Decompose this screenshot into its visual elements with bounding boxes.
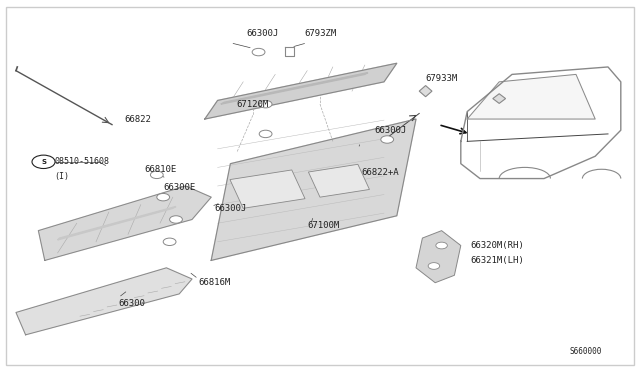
- Bar: [230, 170, 305, 208]
- Polygon shape: [416, 231, 461, 283]
- Circle shape: [436, 242, 447, 249]
- Circle shape: [428, 263, 440, 269]
- Text: 66321M(LH): 66321M(LH): [470, 256, 524, 265]
- Text: 67100M: 67100M: [307, 221, 339, 230]
- Bar: [308, 164, 369, 197]
- Polygon shape: [467, 74, 595, 119]
- Polygon shape: [16, 268, 192, 335]
- Circle shape: [381, 136, 394, 143]
- Text: 66822+A: 66822+A: [362, 169, 399, 177]
- Text: S660000: S660000: [570, 347, 602, 356]
- Text: 67120M: 67120M: [237, 100, 269, 109]
- Circle shape: [157, 193, 170, 201]
- Circle shape: [163, 238, 176, 246]
- Text: S: S: [41, 159, 46, 165]
- Polygon shape: [38, 186, 211, 260]
- Text: 66822: 66822: [125, 115, 152, 124]
- Text: 66320M(RH): 66320M(RH): [470, 241, 524, 250]
- Circle shape: [259, 130, 272, 138]
- Text: 6793ZM: 6793ZM: [304, 29, 336, 38]
- Text: 66300E: 66300E: [163, 183, 195, 192]
- Circle shape: [32, 155, 55, 169]
- Polygon shape: [493, 94, 506, 103]
- Text: 67933M: 67933M: [426, 74, 458, 83]
- Circle shape: [150, 171, 163, 179]
- Text: 66816M: 66816M: [198, 278, 230, 287]
- Polygon shape: [58, 206, 176, 240]
- Circle shape: [252, 48, 265, 56]
- Polygon shape: [211, 119, 416, 260]
- Text: 66810E: 66810E: [144, 165, 176, 174]
- Text: 66300: 66300: [118, 299, 145, 308]
- Text: 66300J: 66300J: [214, 204, 246, 213]
- Text: 66300J: 66300J: [374, 126, 406, 135]
- Text: (I): (I): [54, 172, 69, 181]
- Circle shape: [259, 100, 272, 108]
- Polygon shape: [419, 86, 432, 97]
- Text: 66300J: 66300J: [246, 29, 278, 38]
- Circle shape: [170, 216, 182, 223]
- Polygon shape: [205, 63, 397, 119]
- Polygon shape: [221, 73, 368, 104]
- Text: 08510-51608: 08510-51608: [54, 157, 109, 166]
